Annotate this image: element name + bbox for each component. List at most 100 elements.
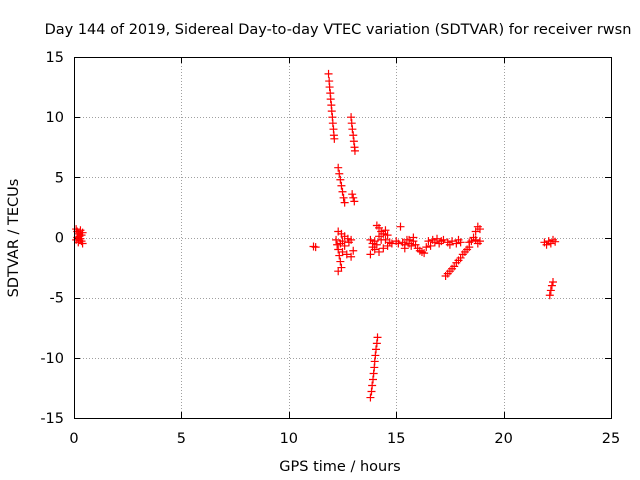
data-point	[368, 381, 377, 390]
data-point	[379, 244, 388, 253]
data-point	[342, 250, 351, 259]
data-point	[394, 239, 403, 248]
data-point	[475, 225, 484, 234]
data-point	[325, 83, 334, 92]
data-point	[348, 190, 357, 199]
data-point	[78, 228, 87, 237]
data-point	[366, 393, 375, 402]
data-point	[549, 278, 558, 287]
data-point	[369, 369, 378, 378]
data-point	[336, 175, 345, 184]
y-tick-labels: -15 -10 -5 0 5 10 15	[40, 50, 64, 427]
data-point	[400, 244, 409, 253]
x-tick-label: 25	[602, 431, 620, 447]
data-point	[334, 245, 343, 254]
data-point	[370, 357, 379, 366]
data-point	[311, 243, 320, 252]
data-point	[547, 281, 556, 290]
y-tick-label: 0	[55, 231, 64, 247]
data-point	[372, 339, 381, 348]
data-point	[334, 267, 343, 276]
data-point	[330, 134, 339, 143]
data-point	[78, 239, 87, 248]
x-tick-label: 10	[280, 431, 298, 447]
data-point	[407, 241, 416, 250]
data-point	[338, 237, 347, 246]
data-point	[338, 247, 347, 256]
data-point	[72, 235, 81, 244]
data-point	[333, 240, 342, 249]
data-point	[349, 137, 358, 146]
data-point	[347, 113, 356, 122]
data-point	[350, 197, 359, 206]
data-point	[370, 245, 379, 254]
data-point	[381, 226, 390, 235]
data-point	[420, 249, 429, 258]
data-point	[334, 163, 343, 172]
data-point	[328, 119, 337, 128]
data-point	[409, 233, 418, 242]
y-tick-label: -15	[40, 411, 64, 427]
data-point	[367, 387, 376, 396]
x-axis-label: GPS time / hours	[279, 459, 400, 475]
data-point	[373, 333, 382, 342]
y-tick-label: 10	[46, 110, 64, 126]
data-point	[405, 235, 414, 244]
data-point	[366, 250, 375, 259]
data-point	[439, 235, 448, 244]
data-point	[332, 235, 341, 244]
data-point	[339, 193, 348, 202]
data-points	[72, 69, 560, 402]
data-point	[475, 237, 484, 246]
data-point	[324, 69, 333, 78]
data-point	[424, 237, 433, 246]
data-point	[369, 375, 378, 384]
y-tick-label: -10	[40, 351, 64, 367]
x-tick-label: 15	[387, 431, 405, 447]
data-point	[340, 241, 349, 250]
x-tick-labels: 0 5 10 15 20 25	[69, 431, 620, 447]
data-point	[344, 238, 353, 247]
data-point	[337, 181, 346, 190]
data-point	[381, 235, 390, 244]
data-point	[347, 119, 356, 128]
data-point	[335, 169, 344, 178]
y-tick-label: 5	[55, 170, 64, 186]
data-point	[327, 107, 336, 116]
data-point	[385, 238, 394, 247]
data-point	[551, 237, 560, 246]
data-point	[433, 234, 442, 243]
data-point	[448, 237, 457, 246]
data-point	[340, 198, 349, 207]
data-point	[350, 146, 359, 155]
data-point	[372, 345, 381, 354]
data-point	[348, 125, 357, 134]
data-point	[396, 222, 405, 231]
data-point	[422, 243, 431, 252]
data-point	[545, 291, 554, 300]
data-point	[383, 231, 392, 240]
data-point	[426, 241, 435, 250]
data-point	[336, 257, 345, 266]
data-point	[371, 351, 380, 360]
x-tick-label: 20	[494, 431, 512, 447]
data-point	[349, 131, 358, 140]
plot-frame	[74, 57, 612, 419]
data-point	[471, 227, 480, 236]
data-point	[349, 246, 358, 255]
data-point	[546, 286, 555, 295]
y-tick-label: -5	[50, 291, 64, 307]
data-point	[456, 238, 465, 247]
data-point	[326, 95, 335, 104]
data-point	[375, 247, 384, 256]
data-point	[372, 240, 381, 249]
data-point	[338, 187, 347, 196]
y-axis-label: SDTVAR / TECUs	[6, 179, 22, 298]
chart-title: Day 144 of 2019, Sidereal Day-to-day VTE…	[45, 22, 632, 38]
data-point	[349, 193, 358, 202]
x-tick-label: 0	[69, 431, 78, 447]
x-tick-label: 5	[177, 431, 186, 447]
y-tick-label: 15	[46, 50, 64, 66]
